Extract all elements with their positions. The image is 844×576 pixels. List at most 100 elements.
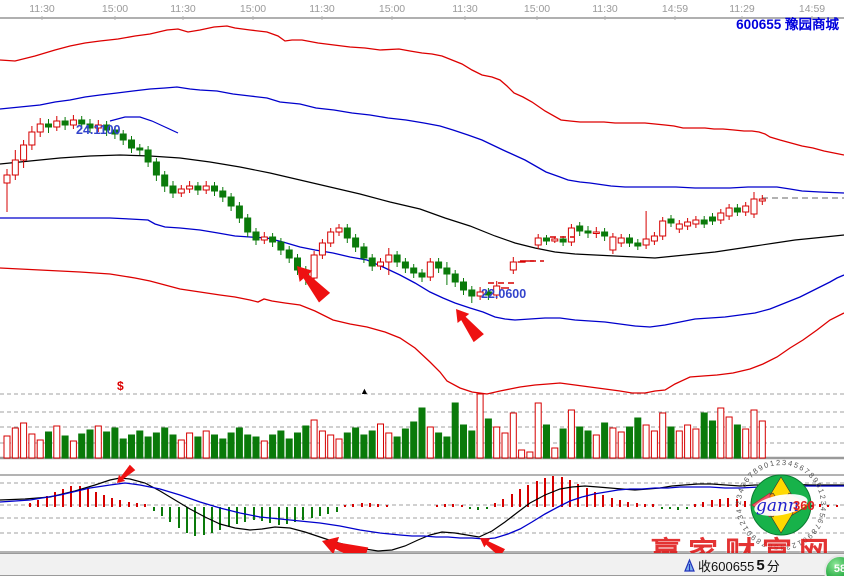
candle	[609, 233, 617, 254]
volume-bar	[360, 434, 368, 459]
candle	[493, 281, 501, 299]
volume-bar	[385, 432, 393, 459]
candle	[551, 237, 559, 243]
volume-bar	[310, 419, 318, 459]
volume-bar	[659, 412, 667, 459]
candle	[659, 217, 667, 240]
candle	[576, 222, 584, 236]
candle	[509, 257, 517, 274]
candle	[152, 158, 160, 181]
candle	[592, 227, 600, 238]
candle	[343, 224, 351, 243]
candle	[758, 195, 766, 205]
candle	[443, 262, 451, 285]
volume-bar	[45, 431, 52, 459]
volume-bar	[750, 409, 758, 459]
volume-bar	[368, 430, 376, 459]
volume-bar	[186, 432, 194, 459]
lower-outer-band	[0, 267, 844, 395]
volume-bar	[318, 430, 326, 459]
status-label: 收600655	[698, 559, 755, 574]
volume-bar	[460, 424, 467, 459]
triangle-marker: ▲	[360, 386, 369, 396]
candle	[642, 211, 650, 249]
dollar-marker: $	[117, 379, 124, 393]
candle	[476, 287, 484, 300]
volume-bar	[617, 431, 625, 459]
annotation-arrow-icon	[456, 309, 484, 343]
volume-bar	[78, 433, 86, 459]
time-tick-label: 11:29	[729, 3, 755, 15]
candle	[750, 192, 758, 218]
volume-bar	[584, 430, 592, 459]
middle-band	[0, 154, 844, 259]
bubble-button[interactable]: 58	[824, 555, 844, 576]
volume-bar	[86, 429, 94, 459]
volume-bar	[709, 420, 716, 459]
candle	[78, 116, 86, 129]
symbol-name: 豫园商城	[785, 17, 839, 32]
candle	[194, 182, 202, 195]
candle	[543, 235, 550, 245]
volume-bar	[20, 422, 28, 459]
volume-bar	[700, 412, 708, 459]
status-period[interactable]: 5	[756, 557, 765, 574]
volume-bar	[53, 425, 61, 459]
candle	[53, 116, 61, 131]
candle	[733, 204, 741, 216]
volume-bar	[509, 412, 517, 459]
volume-bar	[194, 436, 202, 459]
candle	[709, 213, 716, 225]
peak-price-label: 24.1100	[76, 123, 121, 137]
volume-bar	[227, 432, 235, 459]
volume-bar	[733, 424, 741, 459]
time-tick-label: 15:00	[523, 3, 551, 15]
candle	[675, 220, 683, 233]
candle	[20, 140, 28, 168]
volume-bar	[94, 425, 102, 459]
candle	[534, 234, 542, 249]
time-tick-label: 15:00	[378, 3, 406, 15]
volume-bar	[61, 435, 69, 459]
volume-bar	[202, 430, 210, 459]
time-tick-label: 11:30	[170, 3, 196, 15]
candle	[418, 269, 426, 282]
volume-bar	[28, 433, 36, 459]
candle	[244, 214, 252, 237]
volume-bar	[576, 426, 584, 459]
volume-bar	[211, 434, 218, 459]
candle	[426, 258, 434, 281]
volume-bar	[260, 440, 268, 459]
volume-bar	[592, 434, 600, 459]
candle	[235, 202, 243, 223]
volume-bar	[650, 430, 658, 459]
candle	[368, 254, 376, 271]
macd-dif-line	[0, 477, 844, 552]
volume-bar	[3, 435, 11, 459]
volume-bar	[269, 434, 277, 459]
volume-bar	[518, 449, 526, 459]
time-tick-label: 11:30	[309, 3, 335, 15]
candle	[335, 224, 343, 236]
candle	[327, 228, 335, 247]
volume-bar	[401, 428, 409, 459]
volume-bar	[302, 425, 310, 459]
volume-bar	[136, 430, 144, 459]
time-tick-label: 15:00	[101, 3, 129, 15]
candle	[94, 120, 102, 132]
volume-bar	[235, 427, 243, 459]
candle	[468, 286, 476, 303]
upper-band	[0, 86, 844, 194]
candle	[219, 187, 227, 202]
volume-bar	[418, 407, 426, 459]
volume-bar	[277, 430, 285, 459]
candle	[161, 171, 169, 192]
volume-bar	[69, 440, 77, 459]
candle	[567, 224, 575, 246]
volume-bar	[128, 434, 135, 459]
volume-bar	[667, 426, 675, 459]
candle	[742, 202, 750, 216]
volume-bar	[426, 426, 434, 459]
volume-bar	[219, 438, 227, 459]
